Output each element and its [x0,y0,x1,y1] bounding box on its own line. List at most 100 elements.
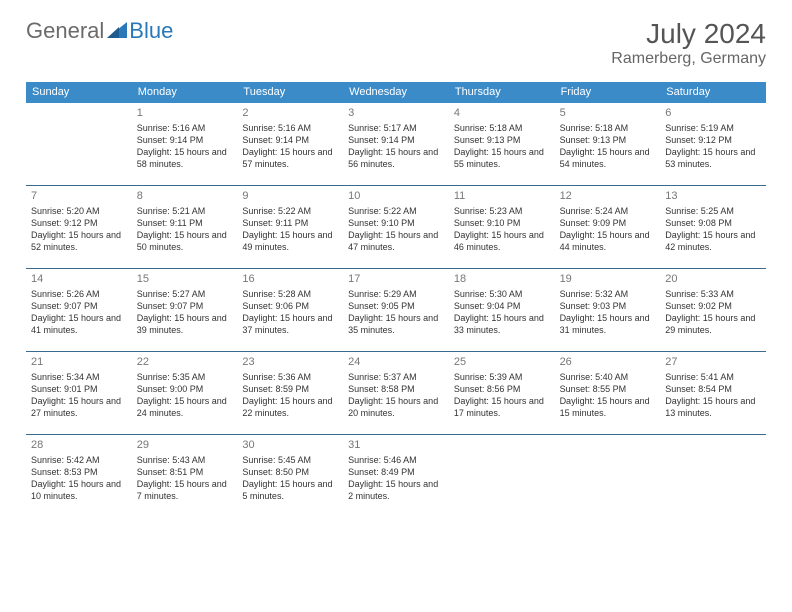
day-number: 9 [242,189,338,204]
day-cell: 6Sunrise: 5:19 AMSunset: 9:12 PMDaylight… [660,103,766,185]
sunrise-text: Sunrise: 5:16 AM [242,122,338,134]
sunrise-text: Sunrise: 5:42 AM [31,454,127,466]
day-cell: 14Sunrise: 5:26 AMSunset: 9:07 PMDayligh… [26,269,132,351]
day-number: 17 [348,272,444,287]
daylight-text: Daylight: 15 hours and 42 minutes. [665,229,761,253]
day-number: 20 [665,272,761,287]
week-row: 21Sunrise: 5:34 AMSunset: 9:01 PMDayligh… [26,351,766,434]
daylight-text: Daylight: 15 hours and 33 minutes. [454,312,550,336]
daylight-text: Daylight: 15 hours and 56 minutes. [348,146,444,170]
day-cell: 4Sunrise: 5:18 AMSunset: 9:13 PMDaylight… [449,103,555,185]
day-cell: 1Sunrise: 5:16 AMSunset: 9:14 PMDaylight… [132,103,238,185]
daylight-text: Daylight: 15 hours and 44 minutes. [560,229,656,253]
page-header: General Blue July 2024 Ramerberg, German… [0,0,792,76]
logo-text-blue: Blue [129,18,173,44]
day-cell: 13Sunrise: 5:25 AMSunset: 9:08 PMDayligh… [660,186,766,268]
sunset-text: Sunset: 9:04 PM [454,300,550,312]
day-number: 30 [242,438,338,453]
sunrise-text: Sunrise: 5:34 AM [31,371,127,383]
sunset-text: Sunset: 8:53 PM [31,466,127,478]
sunset-text: Sunset: 8:49 PM [348,466,444,478]
sunrise-text: Sunrise: 5:23 AM [454,205,550,217]
day-number: 4 [454,106,550,121]
day-cell: 3Sunrise: 5:17 AMSunset: 9:14 PMDaylight… [343,103,449,185]
sunset-text: Sunset: 8:50 PM [242,466,338,478]
sunrise-text: Sunrise: 5:41 AM [665,371,761,383]
sunrise-text: Sunrise: 5:22 AM [348,205,444,217]
daylight-text: Daylight: 15 hours and 35 minutes. [348,312,444,336]
sunset-text: Sunset: 9:02 PM [665,300,761,312]
day-number: 8 [137,189,233,204]
daylight-text: Daylight: 15 hours and 37 minutes. [242,312,338,336]
day-number: 24 [348,355,444,370]
dow-cell: Thursday [449,82,555,103]
day-number: 2 [242,106,338,121]
logo-text-general: General [26,18,104,44]
daylight-text: Daylight: 15 hours and 31 minutes. [560,312,656,336]
day-number: 10 [348,189,444,204]
day-cell [26,103,132,185]
daylight-text: Daylight: 15 hours and 10 minutes. [31,478,127,502]
daylight-text: Daylight: 15 hours and 49 minutes. [242,229,338,253]
sunset-text: Sunset: 9:11 PM [137,217,233,229]
day-number: 25 [454,355,550,370]
day-cell: 12Sunrise: 5:24 AMSunset: 9:09 PMDayligh… [555,186,661,268]
dow-cell: Tuesday [237,82,343,103]
day-cell: 9Sunrise: 5:22 AMSunset: 9:11 PMDaylight… [237,186,343,268]
sunrise-text: Sunrise: 5:18 AM [454,122,550,134]
day-cell: 31Sunrise: 5:46 AMSunset: 8:49 PMDayligh… [343,435,449,517]
day-cell: 27Sunrise: 5:41 AMSunset: 8:54 PMDayligh… [660,352,766,434]
day-number: 19 [560,272,656,287]
dow-cell: Friday [555,82,661,103]
week-row: 14Sunrise: 5:26 AMSunset: 9:07 PMDayligh… [26,268,766,351]
day-cell [555,435,661,517]
day-cell: 30Sunrise: 5:45 AMSunset: 8:50 PMDayligh… [237,435,343,517]
day-number: 14 [31,272,127,287]
day-number: 6 [665,106,761,121]
day-cell: 17Sunrise: 5:29 AMSunset: 9:05 PMDayligh… [343,269,449,351]
sunrise-text: Sunrise: 5:39 AM [454,371,550,383]
daylight-text: Daylight: 15 hours and 39 minutes. [137,312,233,336]
sunset-text: Sunset: 9:07 PM [137,300,233,312]
day-number: 31 [348,438,444,453]
day-number: 12 [560,189,656,204]
sunset-text: Sunset: 9:00 PM [137,383,233,395]
day-cell: 7Sunrise: 5:20 AMSunset: 9:12 PMDaylight… [26,186,132,268]
day-number: 23 [242,355,338,370]
day-cell: 21Sunrise: 5:34 AMSunset: 9:01 PMDayligh… [26,352,132,434]
sunset-text: Sunset: 9:13 PM [560,134,656,146]
daylight-text: Daylight: 15 hours and 27 minutes. [31,395,127,419]
sunset-text: Sunset: 9:14 PM [348,134,444,146]
sunset-text: Sunset: 9:09 PM [560,217,656,229]
dow-cell: Wednesday [343,82,449,103]
sunrise-text: Sunrise: 5:28 AM [242,288,338,300]
sunrise-text: Sunrise: 5:17 AM [348,122,444,134]
sunrise-text: Sunrise: 5:16 AM [137,122,233,134]
sunrise-text: Sunrise: 5:19 AM [665,122,761,134]
daylight-text: Daylight: 15 hours and 54 minutes. [560,146,656,170]
sunset-text: Sunset: 9:08 PM [665,217,761,229]
daylight-text: Daylight: 15 hours and 57 minutes. [242,146,338,170]
sunrise-text: Sunrise: 5:33 AM [665,288,761,300]
day-number: 27 [665,355,761,370]
day-number: 26 [560,355,656,370]
sunset-text: Sunset: 8:54 PM [665,383,761,395]
dow-cell: Saturday [660,82,766,103]
sunset-text: Sunset: 9:14 PM [137,134,233,146]
sunrise-text: Sunrise: 5:45 AM [242,454,338,466]
logo-triangle-icon [107,20,127,43]
day-number: 5 [560,106,656,121]
daylight-text: Daylight: 15 hours and 5 minutes. [242,478,338,502]
location-label: Ramerberg, Germany [611,50,766,68]
day-number: 29 [137,438,233,453]
sunrise-text: Sunrise: 5:35 AM [137,371,233,383]
day-number: 11 [454,189,550,204]
sunset-text: Sunset: 8:55 PM [560,383,656,395]
dow-cell: Monday [132,82,238,103]
sunrise-text: Sunrise: 5:20 AM [31,205,127,217]
sunrise-text: Sunrise: 5:30 AM [454,288,550,300]
daylight-text: Daylight: 15 hours and 41 minutes. [31,312,127,336]
daylight-text: Daylight: 15 hours and 13 minutes. [665,395,761,419]
header-right: July 2024 Ramerberg, Germany [611,18,766,68]
day-cell: 25Sunrise: 5:39 AMSunset: 8:56 PMDayligh… [449,352,555,434]
